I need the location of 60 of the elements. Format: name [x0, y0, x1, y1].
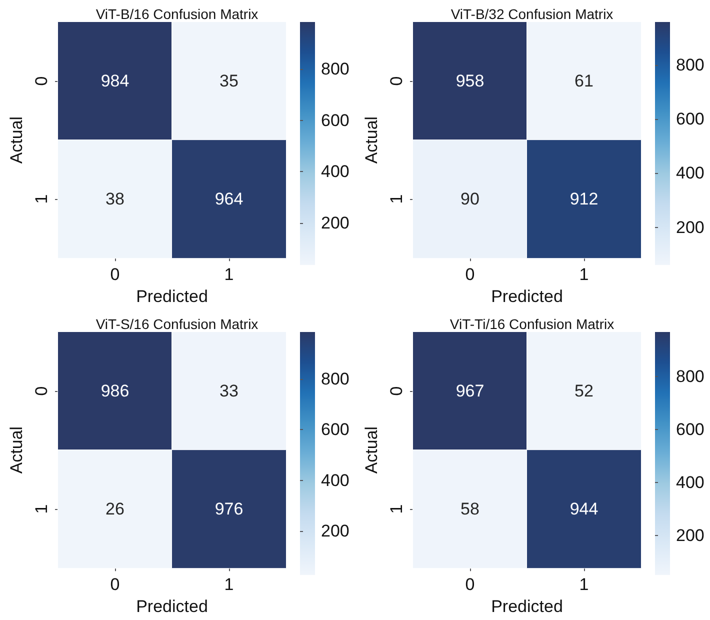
- x-axis-title: Predicted: [491, 597, 563, 616]
- data-label: 958: [456, 72, 484, 91]
- data-label: 35: [220, 72, 238, 91]
- data-label: 964: [214, 190, 244, 209]
- chart-title: ViT-Ti/16 Confusion Matrix: [450, 316, 614, 332]
- x-tick-label: 0: [465, 575, 475, 594]
- x-tick-label: 0: [110, 265, 120, 284]
- y-tick-label: 0: [387, 76, 406, 86]
- data-label: 52: [574, 382, 594, 401]
- y-tick-label: 0: [387, 386, 406, 396]
- y-tick-label: 1: [387, 194, 406, 204]
- color-bar-label: 600: [321, 110, 350, 130]
- data-label: 912: [570, 190, 598, 209]
- data-label: 976: [214, 500, 244, 519]
- data-label: 944: [570, 500, 598, 519]
- data-label: 38: [106, 190, 124, 209]
- color-bar-label: 200: [676, 218, 704, 237]
- y-axis-title: Actual: [7, 426, 26, 474]
- data-label: 58: [460, 500, 480, 519]
- y-tick-label: 0: [32, 76, 51, 86]
- x-tick-label: 1: [579, 575, 589, 594]
- y-tick-label: 1: [32, 194, 51, 204]
- color-bar-label: 400: [321, 470, 350, 490]
- color-bar-label: 600: [676, 420, 704, 439]
- x-tick-label: 1: [224, 575, 234, 594]
- y-tick-label: 1: [32, 504, 51, 514]
- y-axis-title: Actual: [7, 116, 26, 164]
- data-label: 61: [574, 72, 594, 91]
- data-label: 984: [100, 72, 130, 91]
- color-bar-label: 600: [321, 420, 350, 440]
- y-axis-title: Actual: [362, 426, 382, 474]
- color-bar-label: 600: [676, 109, 704, 128]
- color-bar-label: 800: [321, 60, 350, 79]
- x-tick-label: 1: [224, 265, 234, 284]
- y-tick-label: 0: [32, 386, 51, 396]
- chart-title: ViT-B/16 Confusion Matrix: [96, 6, 258, 22]
- y-axis-title: Actual: [362, 116, 382, 164]
- color-bar-label: 800: [676, 366, 704, 386]
- chart-title: ViT-B/32 Confusion Matrix: [450, 6, 614, 22]
- color-bar-label: 800: [676, 55, 704, 74]
- data-label: 90: [460, 190, 480, 209]
- color-bar-label: 800: [321, 370, 350, 389]
- chart-title: ViT-S/16 Confusion Matrix: [96, 316, 258, 332]
- x-axis-title: Predicted: [491, 287, 563, 306]
- color-bar-label: 400: [676, 473, 704, 492]
- data-label: 986: [100, 382, 130, 401]
- color-bar-label: 400: [321, 162, 350, 182]
- x-tick-label: 0: [110, 575, 120, 594]
- color-bar-label: 200: [676, 526, 704, 546]
- x-tick-label: 1: [579, 265, 589, 284]
- color-bar-label: 400: [676, 164, 704, 183]
- data-label: 967: [456, 382, 484, 401]
- x-tick-label: 0: [465, 265, 475, 284]
- data-label: 33: [220, 382, 238, 401]
- color-bar-label: 200: [321, 213, 350, 232]
- x-axis-title: Predicted: [136, 597, 208, 616]
- color-bar-label: 200: [321, 521, 350, 540]
- x-axis-title: Predicted: [136, 287, 208, 306]
- y-tick-label: 1: [387, 504, 406, 514]
- data-label: 26: [106, 500, 124, 519]
